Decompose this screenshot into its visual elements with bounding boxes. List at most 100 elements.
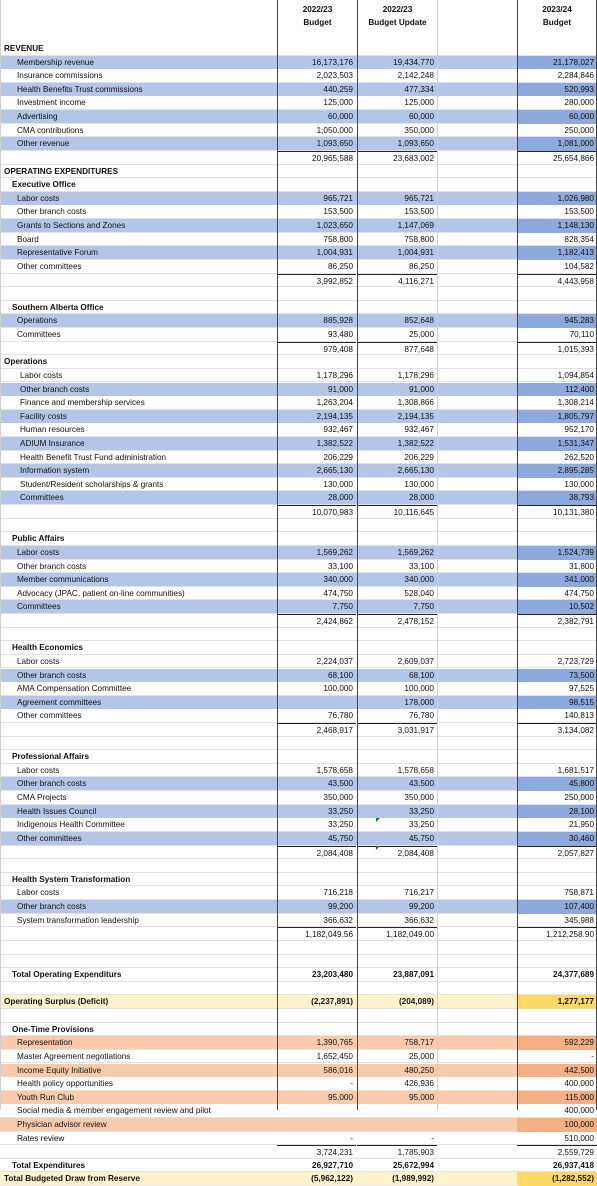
- value-cell[interactable]: 130,000: [564, 479, 594, 489]
- table-row[interactable]: Other branch costs 33,100 33,100 31,800: [0, 560, 597, 574]
- table-row[interactable]: Other branch costs 153,500 153,500 153,500: [0, 205, 597, 220]
- value-cell[interactable]: [357, 287, 437, 301]
- table-row[interactable]: System transformation leadership 366,632 3…: [0, 914, 597, 928]
- value-cell[interactable]: 3,134,082: [517, 723, 597, 737]
- value-cell[interactable]: 510,000: [564, 1133, 594, 1143]
- cell-comment-marker-icon[interactable]: [376, 845, 380, 850]
- value-cell[interactable]: 33,100: [408, 561, 434, 571]
- value-cell[interactable]: 2,723,729: [557, 656, 594, 666]
- cell-comment-marker-icon[interactable]: [376, 818, 380, 823]
- value-cell[interactable]: [357, 750, 437, 764]
- table-row[interactable]: 3,992,852 4,116,271 4,443,958: [0, 273, 597, 288]
- table-row[interactable]: 10,070,983 10,116,645 10,131,380: [0, 505, 597, 519]
- value-cell[interactable]: (1,282,552): [517, 1172, 597, 1186]
- value-cell[interactable]: 2,665,130: [316, 466, 353, 476]
- value-cell[interactable]: 24,377,689: [553, 970, 594, 980]
- value-cell[interactable]: [517, 42, 597, 56]
- table-row[interactable]: Health Benefits Trust commissions 440,259…: [0, 82, 597, 97]
- value-cell[interactable]: 10,502: [517, 600, 597, 614]
- value-cell[interactable]: 76,780: [327, 711, 353, 721]
- value-cell[interactable]: 70,110: [569, 330, 594, 340]
- value-cell[interactable]: [357, 532, 437, 546]
- value-cell[interactable]: 1,094,854: [557, 370, 594, 380]
- value-cell[interactable]: 758,800: [323, 234, 353, 244]
- value-cell[interactable]: 1,308,866: [397, 398, 434, 408]
- value-cell[interactable]: 1,681,517: [557, 765, 594, 775]
- table-row[interactable]: 3,724,231 1,785,903 2,559,729: [0, 1145, 597, 1159]
- value-cell[interactable]: 1,147,069: [397, 221, 434, 231]
- value-cell[interactable]: 1,382,522: [316, 438, 353, 448]
- value-cell[interactable]: 2,084,408: [277, 845, 356, 860]
- value-cell[interactable]: 2,023,503: [316, 71, 353, 81]
- value-cell[interactable]: 440,259: [323, 84, 353, 94]
- value-cell[interactable]: 716,218: [323, 888, 353, 898]
- value-cell[interactable]: [277, 532, 356, 546]
- value-cell[interactable]: [357, 1023, 437, 1037]
- table-row[interactable]: AMA Compensation Committee 100,000 100,000…: [0, 682, 597, 696]
- value-cell[interactable]: 25,654,866: [517, 150, 597, 165]
- value-cell[interactable]: 477,334: [404, 84, 434, 94]
- value-cell[interactable]: 140,813: [564, 711, 594, 721]
- value-cell[interactable]: 758,717: [404, 1038, 434, 1048]
- value-cell[interactable]: [277, 982, 356, 996]
- table-row[interactable]: Committees 28,000 28,000 38,793: [0, 491, 597, 506]
- table-row[interactable]: Health policy opportunities - 426,936 400,0…: [0, 1077, 597, 1091]
- value-cell[interactable]: 1,382,522: [397, 438, 434, 448]
- value-cell[interactable]: 28,000: [408, 493, 434, 503]
- value-cell[interactable]: [517, 519, 597, 533]
- table-row[interactable]: Health System Transformation: [0, 873, 597, 887]
- value-cell[interactable]: (1,989,992): [392, 1174, 434, 1184]
- table-row[interactable]: Insurance commissions 2,023,503 2,142,248 2…: [0, 69, 597, 83]
- value-cell[interactable]: 153,500: [404, 207, 434, 217]
- value-cell[interactable]: 10,131,380: [517, 505, 597, 519]
- value-cell[interactable]: 1,578,658: [316, 765, 353, 775]
- value-cell[interactable]: 26,937,418: [553, 1160, 594, 1170]
- value-cell[interactable]: 1,023,650: [316, 221, 353, 231]
- table-row[interactable]: Other branch costs 68,100 68,100 73,500: [0, 668, 597, 683]
- value-cell[interactable]: 68,100: [408, 670, 434, 680]
- value-cell[interactable]: 1,026,980: [517, 191, 597, 206]
- value-cell[interactable]: 45,800: [517, 777, 597, 792]
- value-cell[interactable]: 21,178,027: [517, 55, 597, 70]
- table-row[interactable]: Operations 885,928 852,648 945,283: [0, 314, 597, 328]
- table-row[interactable]: Southern Alberta Office: [0, 301, 597, 315]
- table-row[interactable]: ADIUM Insurance 1,382,522 1,382,522 1,531,3…: [0, 436, 597, 451]
- value-cell[interactable]: 73,500: [517, 668, 597, 683]
- table-row[interactable]: Other committees 45,750 45,750 30,460: [0, 831, 597, 846]
- value-cell[interactable]: 366,632: [323, 915, 353, 925]
- value-cell[interactable]: 474,750: [564, 588, 594, 598]
- value-cell[interactable]: 33,250: [408, 820, 434, 830]
- value-cell[interactable]: 1,182,413: [517, 246, 597, 260]
- value-cell[interactable]: 426,936: [404, 1079, 434, 1089]
- value-cell[interactable]: [277, 287, 356, 301]
- value-cell[interactable]: 43,500: [327, 779, 353, 789]
- value-cell[interactable]: 366,632: [404, 915, 434, 925]
- value-cell[interactable]: 262,520: [564, 452, 594, 462]
- table-row[interactable]: One-Time Provisions: [0, 1023, 597, 1037]
- value-cell[interactable]: [277, 859, 356, 873]
- value-cell[interactable]: 280,000: [564, 98, 594, 108]
- table-row[interactable]: Membership revenue 16,173,176 19,434,770 21…: [0, 55, 597, 70]
- value-cell[interactable]: 2,057,827: [517, 845, 597, 860]
- value-cell[interactable]: [517, 628, 597, 642]
- value-cell[interactable]: 31,800: [568, 561, 594, 571]
- value-cell[interactable]: 68,100: [327, 670, 353, 680]
- value-cell[interactable]: [357, 42, 437, 56]
- table-row[interactable]: Master Agreement negotiations 1,652,450 25…: [0, 1050, 597, 1064]
- table-row[interactable]: 1,182,049.56 1,182,049.00 1,212,258.90: [0, 927, 597, 941]
- table-row[interactable]: Representative Forum 1,004,931 1,004,931 1,…: [0, 246, 597, 260]
- table-row[interactable]: Rates review - - 510,000: [0, 1132, 597, 1146]
- value-cell[interactable]: 2,224,037: [316, 656, 353, 666]
- value-cell[interactable]: [277, 1023, 356, 1037]
- value-cell[interactable]: 10,116,645: [357, 505, 437, 519]
- value-cell[interactable]: 30,460: [517, 831, 597, 846]
- value-cell[interactable]: 474,750: [323, 588, 353, 598]
- column-header-2023-budget[interactable]: 2023/24 Budget: [517, 0, 597, 30]
- value-cell[interactable]: 1,182,049.56: [277, 927, 356, 941]
- table-row[interactable]: Social media & member engagement review …: [0, 1104, 597, 1118]
- value-cell[interactable]: [357, 941, 437, 955]
- table-row[interactable]: Member communications 340,000 340,000 341,0…: [0, 573, 597, 587]
- value-cell[interactable]: 86,250: [327, 261, 353, 271]
- value-cell[interactable]: [357, 1104, 437, 1118]
- value-cell[interactable]: [357, 859, 437, 873]
